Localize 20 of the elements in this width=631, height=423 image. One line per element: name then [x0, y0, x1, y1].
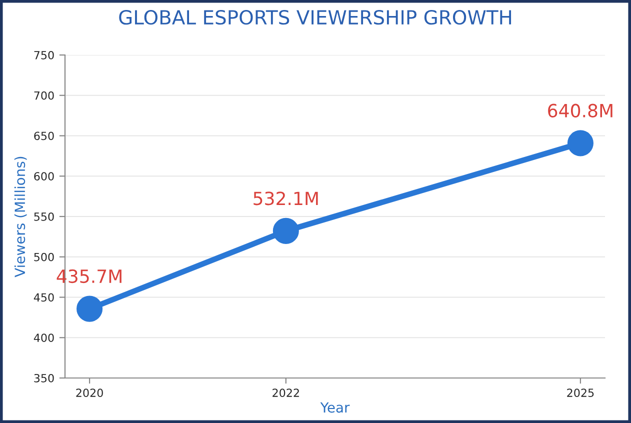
y-tick-label: 650 [34, 132, 54, 140]
data-label: 532.1M [254, 192, 318, 206]
chart-title: GLOBAL ESPORTS VIEWERSHIP GROWTH [119, 10, 512, 25]
point [272, 218, 299, 244]
y-axis-title: Viewers (Millions) [14, 156, 27, 278]
y-tick-label: 450 [34, 293, 54, 302]
x-tick-label: 2025 [567, 388, 594, 398]
y-tick-label: 600 [34, 172, 54, 181]
point [76, 296, 103, 322]
y-tick-label: 350 [34, 374, 54, 382]
y-tick-label: 500 [34, 252, 54, 262]
y-tick-label: 550 [34, 212, 54, 221]
y-tick-label: 400 [34, 334, 54, 342]
x-axis-title: Year [320, 402, 350, 413]
y-tick-label: 700 [34, 91, 54, 100]
x-tick-label: 2022 [272, 388, 299, 398]
point [567, 130, 594, 156]
data-label: 640.8M [548, 104, 612, 118]
y-tick-label: 750 [34, 50, 54, 60]
x-tick-label: 2020 [76, 388, 103, 398]
